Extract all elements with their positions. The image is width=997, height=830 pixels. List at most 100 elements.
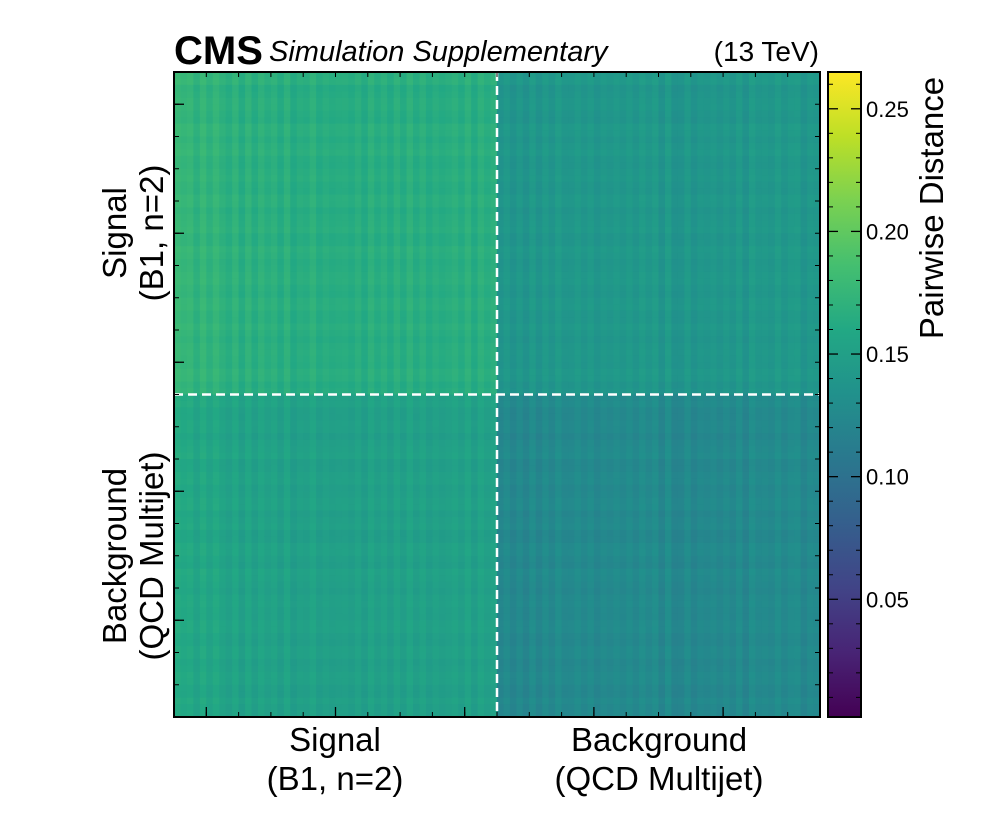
heatmap-cell [451,207,459,215]
heatmap-cell [761,194,769,202]
heatmap-cell [690,259,698,267]
heatmap-cell [632,310,640,318]
heatmap-cell [736,110,744,118]
heatmap-cell [490,168,498,176]
heatmap-cell [361,194,369,202]
heatmap-cell [257,355,266,363]
heatmap-cell [703,259,711,267]
heatmap-cell [529,252,537,260]
heatmap-cell [335,123,343,131]
heatmap-cell [303,388,311,396]
heatmap-cell [374,252,382,260]
heatmap-cell [522,97,530,105]
heatmap-cell [671,284,679,292]
heatmap-cell [580,323,589,331]
heatmap-cell [736,155,744,163]
heatmap-cell [574,149,582,157]
heatmap-cell [238,188,246,196]
heatmap-cell [329,239,337,247]
heatmap-cell [535,194,543,202]
heatmap-cell [787,271,795,279]
heatmap-cell [736,97,744,105]
heatmap-cell [361,201,369,209]
heatmap-cell [574,388,582,396]
heatmap-cell [755,168,763,176]
heatmap-cell [380,355,388,363]
heatmap-cell [677,175,685,183]
heatmap-cell [593,226,601,234]
heatmap-cell [716,368,724,376]
heatmap-cell [303,155,311,163]
heatmap-cell [671,304,679,312]
heatmap-cell [484,201,492,209]
heatmap-cell [419,252,427,260]
heatmap-cell [807,233,815,241]
heatmap-cell [180,181,188,189]
heatmap-cell [445,259,453,267]
heatmap-cell [645,291,653,299]
heatmap-cell [212,233,220,241]
heatmap-cell [748,78,756,86]
heatmap-cell [406,291,414,299]
heatmap-cell [400,342,408,350]
heatmap-cell [406,259,414,267]
heatmap-cell [219,284,227,292]
heatmap-cell [264,181,272,189]
heatmap-cell [568,91,576,99]
heatmap-cell [322,310,330,318]
heatmap-cell [354,284,362,292]
heatmap-cell [490,252,498,260]
heatmap-cell [761,330,769,338]
heatmap-cell [794,117,802,125]
heatmap-cell [626,362,634,370]
heatmap-cell [180,201,188,209]
heatmap-cell [697,368,705,376]
heatmap-cell [464,226,472,234]
heatmap-cell [193,175,201,183]
heatmap-cell [413,194,421,202]
heatmap-cell [684,194,692,202]
heatmap-cell [787,304,795,312]
heatmap-cell [419,149,427,157]
heatmap-cell [697,252,705,260]
heatmap-cell [174,381,182,389]
heatmap-cell [367,278,375,286]
heatmap-cell [419,155,427,163]
heatmap-cell [225,97,233,105]
heatmap-cell [445,310,453,318]
heatmap-cell [626,220,634,228]
heatmap-cell [354,233,362,241]
heatmap-cell [477,194,485,202]
heatmap-cell [361,123,369,131]
heatmap-cell [251,233,259,241]
heatmap-cell [761,355,769,363]
heatmap-cell [548,317,556,325]
heatmap-cell [316,162,324,170]
heatmap-cell [561,233,569,241]
heatmap-cell [606,381,614,389]
heatmap-cell [322,213,330,221]
heatmap-cell [509,323,517,331]
heatmap-cell [490,355,498,363]
heatmap-cell [626,323,634,331]
heatmap-cell [348,297,356,305]
heatmap-cell [619,278,627,286]
heatmap-cell [548,336,556,344]
heatmap-cell [413,97,421,105]
heatmap-cell [626,291,634,299]
heatmap-cell [755,110,763,118]
heatmap-cell [361,142,369,150]
heatmap-cell [464,233,472,241]
heatmap-cell [290,142,298,150]
heatmap-cell [296,149,304,157]
cms-label: CMS [174,29,263,73]
heatmap-cell [522,226,530,234]
heatmap-cell [354,265,362,273]
heatmap-cell [593,330,601,338]
heatmap-cell [303,304,311,312]
heatmap-cell [561,297,569,305]
heatmap-cell [568,362,576,370]
heatmap-cell [341,278,350,286]
heatmap-cell [600,323,608,331]
heatmap-cell [406,130,414,138]
